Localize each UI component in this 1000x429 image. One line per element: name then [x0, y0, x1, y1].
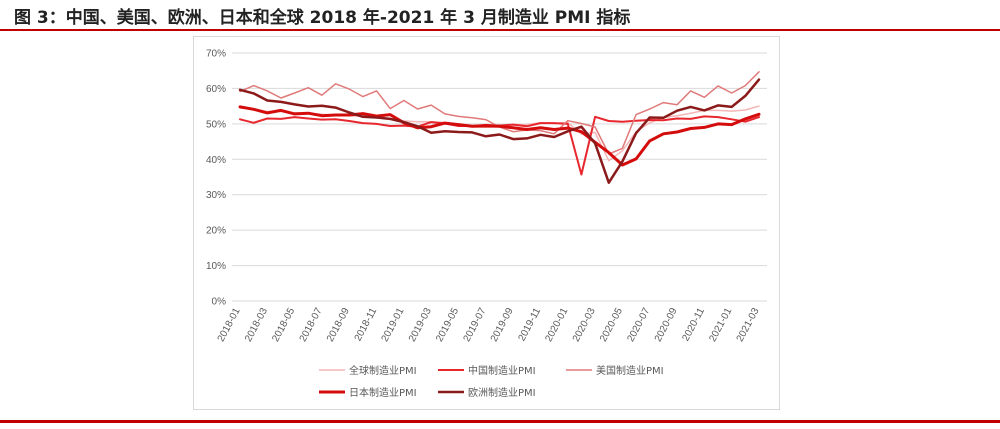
x-tick-label: 2020-05 [598, 306, 625, 344]
legend-label-euro: 欧洲制造业PMI [468, 386, 536, 399]
x-tick-label: 2019-01 [380, 306, 407, 344]
gridlines [232, 52, 767, 302]
x-tick-label: 2020-03 [571, 306, 598, 344]
bottom-divider [0, 420, 1000, 423]
x-axis-ticks: 2018-01 2018-03 2018-05 2018-07 2018-09 2018-… [216, 306, 762, 344]
x-tick-label: 2019-07 [462, 306, 489, 344]
y-tick-label: 70% [206, 49, 226, 60]
series-line-euro [238, 78, 761, 184]
y-tick-label: 40% [206, 155, 226, 166]
x-tick-label: 2019-05 [434, 306, 461, 344]
top-divider [0, 29, 1000, 31]
pmi-line-chart: 0%10%20%30%40%50%60%70% 2018-01 2018-03 20… [206, 49, 767, 399]
legend-label-global: 全球制造业PMI [349, 364, 417, 377]
x-tick-label: 2019-03 [407, 306, 434, 344]
y-tick-label: 30% [206, 190, 226, 201]
x-tick-label: 2018-07 [298, 306, 325, 344]
y-tick-label: 10% [206, 261, 226, 272]
x-tick-label: 2021-03 [735, 306, 762, 344]
x-tick-label: 2019-09 [489, 306, 516, 344]
x-tick-label: 2018-03 [243, 306, 270, 344]
series-lines [238, 71, 761, 184]
legend-label-japan: 日本制造业PMI [349, 386, 417, 399]
figure-title: 图 3：中国、美国、欧洲、日本和全球 2018 年-2021 年 3 月制造业 … [14, 8, 631, 28]
y-tick-label: 60% [206, 84, 226, 95]
y-axis-ticks: 0% 10% 20% 30% 40% 50% 60% 70% [206, 49, 226, 308]
legend-label-china: 中国制造业PMI [468, 364, 536, 377]
x-tick-label: 2018-11 [353, 306, 380, 343]
x-tick-label: 2019-11 [517, 306, 544, 343]
y-tick-label: 50% [206, 119, 226, 130]
legend: 全球制造业PMI 中国制造业PMI 美国制造业PMI 日本制造业PMI 欧洲制造业PMI [319, 364, 664, 399]
x-tick-label: 2021-01 [707, 306, 734, 344]
x-tick-label: 2018-05 [270, 306, 297, 344]
x-tick-label: 2020-11 [680, 306, 707, 343]
x-tick-label: 2020-01 [543, 306, 570, 344]
legend-label-usa: 美国制造业PMI [596, 364, 664, 377]
x-tick-label: 2020-09 [653, 306, 680, 344]
series-line-usa [239, 71, 760, 155]
x-tick-label: 2018-01 [216, 306, 243, 344]
series-line-japan [238, 105, 761, 167]
chart-frame: 0% 10% 20% 30% 40% 50% 60% 70% 2018-01 2018-03 20… [193, 36, 780, 410]
y-tick-label: 0% [212, 297, 227, 308]
y-tick-label: 20% [206, 226, 226, 237]
x-tick-label: 2018-09 [325, 306, 352, 344]
x-tick-label: 2020-07 [625, 306, 652, 344]
